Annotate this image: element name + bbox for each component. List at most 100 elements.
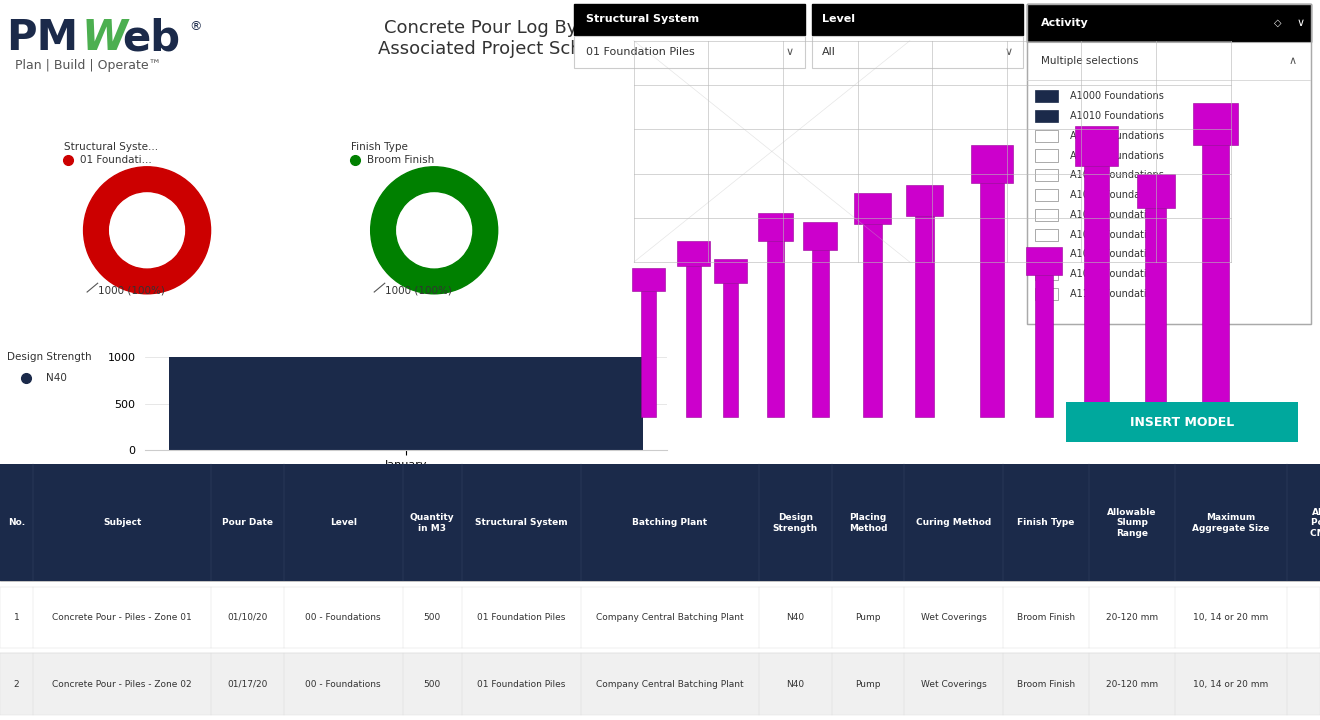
Text: Design Strength: Design Strength: [8, 352, 92, 362]
Text: Quantity in M3 by Structural System: Quantity in M3 by Structural System: [22, 118, 265, 132]
Text: Company Central Batching Plant: Company Central Batching Plant: [597, 613, 743, 622]
Text: A1030 Foundations: A1030 Foundations: [1069, 150, 1163, 161]
FancyBboxPatch shape: [854, 193, 891, 225]
FancyBboxPatch shape: [1035, 268, 1059, 280]
FancyBboxPatch shape: [1035, 274, 1053, 417]
FancyBboxPatch shape: [0, 464, 1320, 582]
Text: Concrete Pour - Piles - Zone 02: Concrete Pour - Piles - Zone 02: [53, 680, 191, 688]
Text: All: All: [822, 48, 837, 57]
FancyBboxPatch shape: [0, 587, 1320, 648]
FancyBboxPatch shape: [1035, 130, 1059, 142]
Text: 01 Foundati...: 01 Foundati...: [81, 155, 152, 165]
Text: Quantity in M3 By Design Strength: Quantity in M3 By Design Strength: [172, 323, 403, 337]
FancyBboxPatch shape: [1084, 166, 1109, 417]
FancyBboxPatch shape: [1035, 150, 1059, 161]
Text: Activity: Activity: [1041, 18, 1089, 28]
Text: eb: eb: [121, 17, 180, 59]
FancyBboxPatch shape: [1035, 288, 1059, 300]
Text: No.: No.: [8, 518, 25, 527]
Text: A1070 Foundations: A1070 Foundations: [1069, 230, 1163, 240]
FancyBboxPatch shape: [1035, 189, 1059, 201]
Text: ∨: ∨: [1005, 48, 1012, 57]
FancyBboxPatch shape: [686, 266, 701, 417]
FancyBboxPatch shape: [632, 269, 665, 292]
FancyBboxPatch shape: [1035, 169, 1059, 181]
FancyBboxPatch shape: [1035, 209, 1059, 221]
Text: Multiple selections: Multiple selections: [1041, 56, 1139, 66]
FancyBboxPatch shape: [574, 4, 805, 35]
Text: 10, 14 or 20 mm: 10, 14 or 20 mm: [1193, 680, 1269, 688]
Text: A1100 Foundations: A1100 Foundations: [1069, 289, 1163, 299]
FancyBboxPatch shape: [1067, 402, 1298, 441]
FancyBboxPatch shape: [812, 250, 829, 417]
Text: ∨: ∨: [785, 48, 793, 57]
FancyBboxPatch shape: [1193, 104, 1238, 145]
Text: 10, 14 or 20 mm: 10, 14 or 20 mm: [1193, 613, 1269, 622]
Text: N40: N40: [787, 613, 804, 622]
FancyBboxPatch shape: [979, 183, 1003, 417]
FancyBboxPatch shape: [863, 225, 882, 417]
FancyBboxPatch shape: [907, 185, 942, 216]
Text: 00 - Foundations: 00 - Foundations: [305, 680, 381, 688]
Text: 1000 (100%): 1000 (100%): [98, 285, 165, 295]
FancyBboxPatch shape: [723, 283, 738, 417]
Text: Broom Finish: Broom Finish: [367, 155, 434, 165]
Wedge shape: [83, 167, 211, 294]
Text: Concrete Pour Log By Location and
Associated Project Schedule Activity: Concrete Pour Log By Location and Associ…: [378, 19, 705, 58]
Text: A1060 Foundations: A1060 Foundations: [1069, 210, 1163, 220]
FancyBboxPatch shape: [1035, 228, 1059, 240]
Text: Structural System: Structural System: [586, 14, 698, 24]
Text: 01 Foundation Piles: 01 Foundation Piles: [478, 680, 565, 688]
FancyBboxPatch shape: [812, 36, 1023, 68]
Text: A1010 Foundations: A1010 Foundations: [1069, 111, 1163, 121]
FancyBboxPatch shape: [1035, 90, 1059, 102]
Text: 1000 (100%): 1000 (100%): [385, 285, 451, 295]
Text: Level: Level: [330, 518, 356, 527]
Text: 2: 2: [13, 680, 20, 688]
Text: A1050 Foundations: A1050 Foundations: [1069, 190, 1163, 200]
Text: Pump: Pump: [855, 680, 880, 688]
Text: Allowable
Pour Rate
CM Per HR: Allowable Pour Rate CM Per HR: [1309, 508, 1320, 538]
Text: 01 Foundation Piles: 01 Foundation Piles: [478, 613, 565, 622]
Bar: [169, 357, 643, 450]
FancyBboxPatch shape: [1035, 110, 1059, 122]
FancyBboxPatch shape: [714, 258, 747, 283]
FancyBboxPatch shape: [767, 241, 784, 417]
FancyBboxPatch shape: [1074, 127, 1118, 166]
Wedge shape: [371, 167, 498, 294]
FancyBboxPatch shape: [759, 213, 793, 241]
Text: Wet Coverings: Wet Coverings: [921, 613, 986, 622]
Text: 01 Foundation Piles: 01 Foundation Piles: [586, 48, 694, 57]
Text: Level: Level: [822, 14, 855, 24]
Text: Maximum
Aggregate Size: Maximum Aggregate Size: [1192, 513, 1270, 533]
Text: Structural System: Structural System: [475, 518, 568, 527]
Text: A1040 Foundations: A1040 Foundations: [1069, 171, 1163, 180]
Text: INSERT MODEL: INSERT MODEL: [1130, 416, 1234, 429]
FancyBboxPatch shape: [1026, 248, 1063, 274]
Text: 500: 500: [424, 680, 441, 688]
Text: N40: N40: [787, 680, 804, 688]
Text: Pump: Pump: [855, 613, 880, 622]
FancyBboxPatch shape: [972, 145, 1012, 183]
Text: Quantity
in M3: Quantity in M3: [411, 513, 454, 533]
Text: Allowable
Slump
Range: Allowable Slump Range: [1107, 508, 1156, 538]
FancyBboxPatch shape: [1203, 145, 1229, 417]
Text: 500: 500: [424, 613, 441, 622]
Text: Finish Type: Finish Type: [351, 142, 408, 152]
FancyBboxPatch shape: [1027, 4, 1311, 42]
Text: Design
Strength: Design Strength: [772, 513, 818, 533]
Text: Batching Plant: Batching Plant: [632, 518, 708, 527]
Text: Company Central Batching Plant: Company Central Batching Plant: [597, 680, 743, 688]
FancyBboxPatch shape: [1146, 208, 1167, 417]
Text: ®: ®: [189, 20, 201, 33]
Text: Structural Syste...: Structural Syste...: [65, 142, 158, 152]
Text: Plan | Build | Operate™: Plan | Build | Operate™: [15, 59, 161, 72]
Text: 1: 1: [13, 613, 20, 622]
Text: Curing Method: Curing Method: [916, 518, 991, 527]
Text: 01/10/20: 01/10/20: [227, 613, 268, 622]
Text: Placing
Method: Placing Method: [849, 513, 887, 533]
FancyBboxPatch shape: [1137, 174, 1175, 208]
Text: ∨: ∨: [1296, 18, 1304, 28]
FancyBboxPatch shape: [574, 36, 805, 68]
FancyBboxPatch shape: [803, 222, 837, 250]
